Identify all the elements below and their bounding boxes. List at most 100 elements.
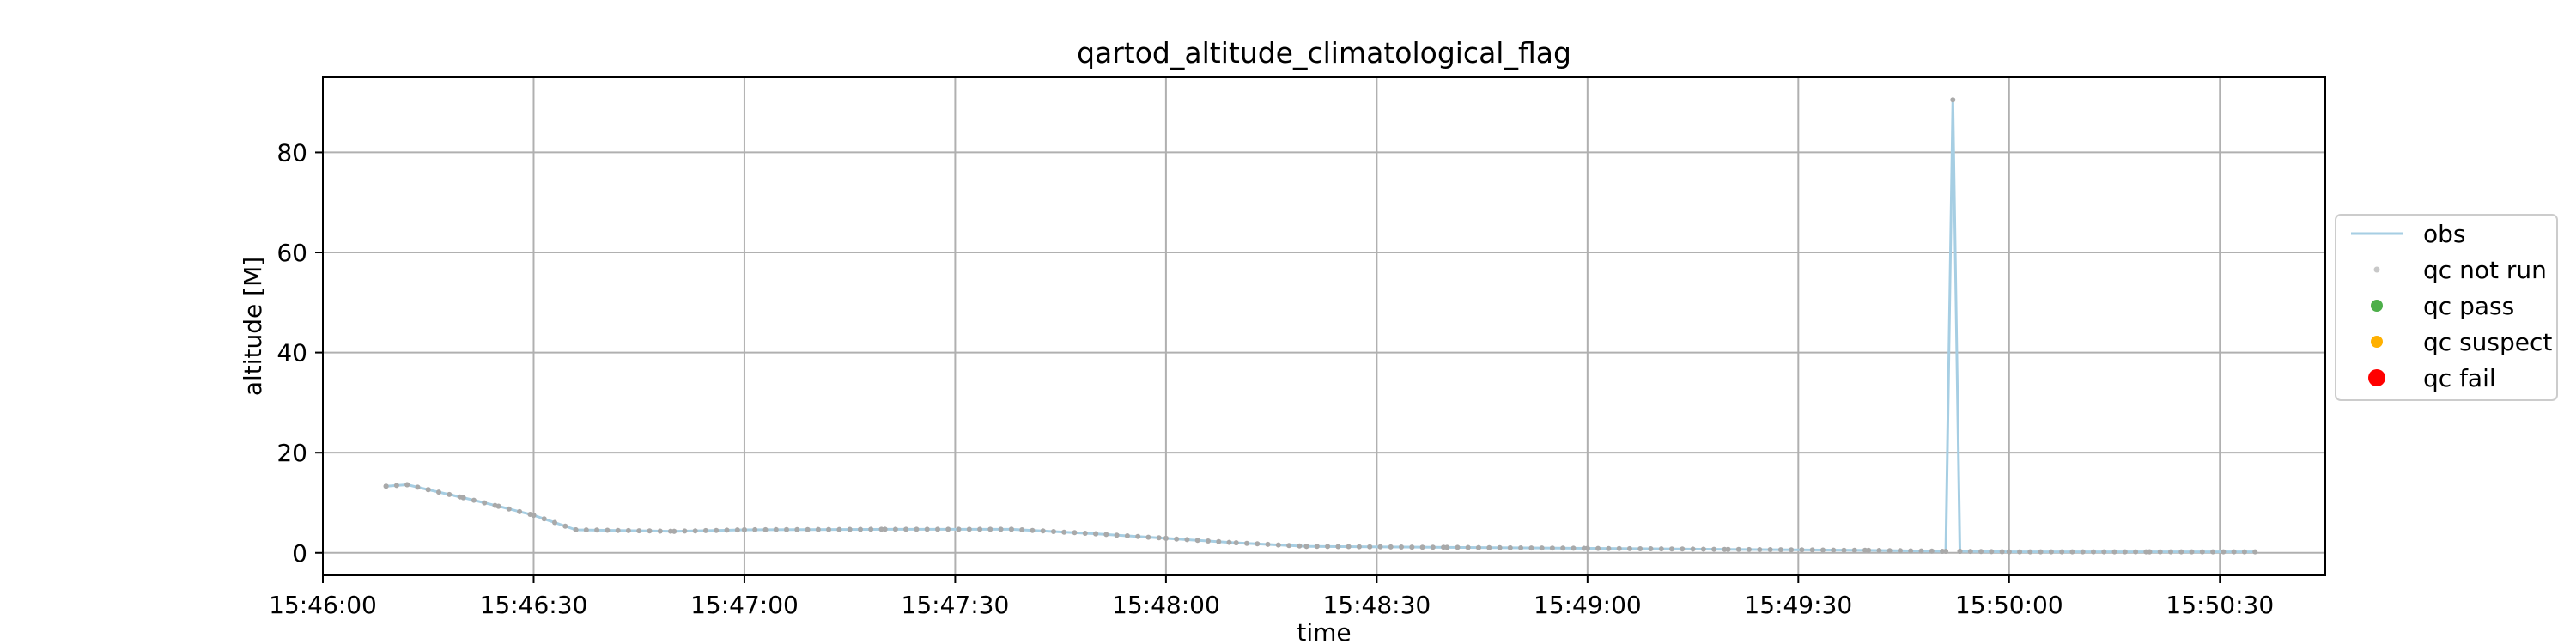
- qc-not-run-point: [2210, 549, 2216, 555]
- qc-not-run-point: [1929, 548, 1935, 554]
- qc-not-run-point: [1465, 544, 1471, 550]
- qc-not-run-point: [1626, 545, 1632, 551]
- qc-not-run-point: [2133, 549, 2139, 555]
- qc-not-run-point: [1616, 545, 1622, 551]
- qc-not-run-point: [1571, 545, 1577, 551]
- qc-not-run-point: [762, 526, 769, 532]
- qc-not-run-point: [605, 527, 611, 533]
- qc-not-run-point: [794, 526, 800, 532]
- qc-not-run-point: [1789, 547, 1795, 553]
- qc-not-run-point: [2189, 549, 2195, 555]
- qc-not-run-point: [1244, 540, 1249, 546]
- qc-not-run-point: [552, 519, 557, 526]
- qc-not-run-point: [2069, 549, 2075, 555]
- qc-not-run-point: [1486, 544, 1492, 550]
- qc-not-run-point: [1226, 539, 1232, 545]
- qc-not-run-point: [1399, 544, 1404, 550]
- qc-not-run-point: [471, 497, 477, 503]
- qc-not-run-point: [2091, 549, 2096, 555]
- qc-not-run-point: [1528, 545, 1534, 551]
- x-tick-label: 15:50:30: [2166, 591, 2274, 619]
- qc-not-run-point: [682, 528, 688, 534]
- qc-not-run-point: [1040, 528, 1046, 534]
- qc-not-run-point: [1388, 544, 1394, 550]
- qc-not-run-point: [1989, 549, 1995, 555]
- qc-not-run-point: [1163, 535, 1169, 541]
- qc-not-run-point: [1030, 527, 1036, 533]
- qc-not-run-point: [987, 526, 993, 532]
- y-tick-label: 40: [276, 339, 307, 368]
- qc-not-run-point: [836, 526, 842, 532]
- legend-item-obs: obs: [2351, 220, 2466, 248]
- qc-not-run-point: [573, 527, 579, 532]
- qc-not-run-point: [1325, 544, 1331, 550]
- qc-not-run-point: [773, 526, 779, 532]
- qc-not-run-point: [1455, 544, 1461, 550]
- qc-not-run-point: [805, 526, 811, 532]
- qc-not-run-point: [1297, 543, 1303, 549]
- qc-not-run-point: [878, 526, 884, 532]
- qc-not-run-point: [734, 527, 740, 533]
- x-axis-ticks: 15:46:00 15:46:30 15:47:00 15:47:30 15:48:00…: [269, 575, 2274, 619]
- qc-not-run-point: [506, 506, 512, 512]
- x-tick-label: 15:48:00: [1112, 591, 1220, 619]
- qc-not-run-point: [671, 528, 677, 534]
- legend-label: qc suspect: [2423, 328, 2552, 356]
- qc-not-run-point: [1799, 547, 1805, 553]
- qc-not-run-point: [636, 528, 642, 534]
- qc-not-run-point: [531, 513, 537, 519]
- x-tick-label: 15:47:30: [902, 591, 1010, 619]
- qc-not-run-point: [1356, 544, 1362, 550]
- qc-not-run-point: [1174, 536, 1180, 542]
- qc-not-run-point: [1690, 546, 1696, 552]
- qc-not-run-point: [1943, 549, 1949, 554]
- qc-not-run-point: [1335, 544, 1341, 550]
- qc-not-run-point: [1539, 545, 1545, 551]
- legend-items: obs qc not run qc pass qc suspect qc fail: [2351, 220, 2552, 392]
- qc-not-run-point: [1518, 545, 1524, 550]
- qc-not-run-point: [1346, 544, 1352, 550]
- qc-not-run-point: [1206, 538, 1211, 544]
- qc-not-run-point: [1265, 541, 1271, 547]
- qc-not-run-point: [1831, 547, 1837, 553]
- qc-not-run-point: [460, 495, 466, 501]
- qc-not-run-point: [1430, 544, 1436, 550]
- legend-item-qc-suspect: qc suspect: [2371, 328, 2552, 356]
- y-tick-label: 80: [276, 138, 307, 167]
- qc-not-run-point: [562, 523, 568, 529]
- y-tick-label: 60: [276, 239, 307, 267]
- qc-not-run-point: [826, 526, 832, 532]
- qc-not-run-point: [2157, 549, 2163, 555]
- qc-not-run-point: [1303, 544, 1309, 550]
- qc-not-run-point: [517, 508, 523, 514]
- legend-item-qc-fail: qc fail: [2368, 364, 2496, 392]
- qc-not-run-point: [1978, 549, 1984, 555]
- qc-not-run-point: [784, 526, 789, 532]
- qc-not-run-point: [482, 500, 488, 506]
- qc-not-run-point: [1658, 546, 1664, 552]
- legend-label: obs: [2423, 220, 2466, 248]
- qc-not-run-point: [1669, 546, 1674, 552]
- qc-not-run-point: [815, 526, 821, 532]
- legend-box: [2335, 214, 2558, 401]
- qc-not-run-point: [1747, 546, 1752, 552]
- qc-not-run-point: [1072, 530, 1078, 536]
- x-tick-label: 15:47:00: [690, 591, 799, 619]
- qc-not-run-point: [393, 483, 399, 489]
- legend-swatch: [2371, 336, 2383, 348]
- qc-not-run-point: [541, 516, 547, 522]
- legend-label: qc not run: [2423, 256, 2547, 284]
- qc-not-run-point: [2231, 549, 2237, 555]
- qc-not-run-point: [1757, 547, 1763, 552]
- legend-label: qc fail: [2423, 364, 2496, 392]
- legend-swatch: [2373, 266, 2380, 273]
- qc-not-run-point: [1497, 544, 1503, 550]
- qc-not-run-point: [1725, 546, 1731, 552]
- qc-not-run-point: [2038, 549, 2044, 555]
- x-tick-label: 15:49:00: [1534, 591, 1642, 619]
- x-tick-label: 15:46:30: [480, 591, 588, 619]
- qc-not-run-point: [1216, 538, 1222, 544]
- qc-not-run-point: [425, 487, 431, 493]
- qc-not-run-point: [1950, 97, 1956, 103]
- qc-not-run-point: [1275, 542, 1281, 548]
